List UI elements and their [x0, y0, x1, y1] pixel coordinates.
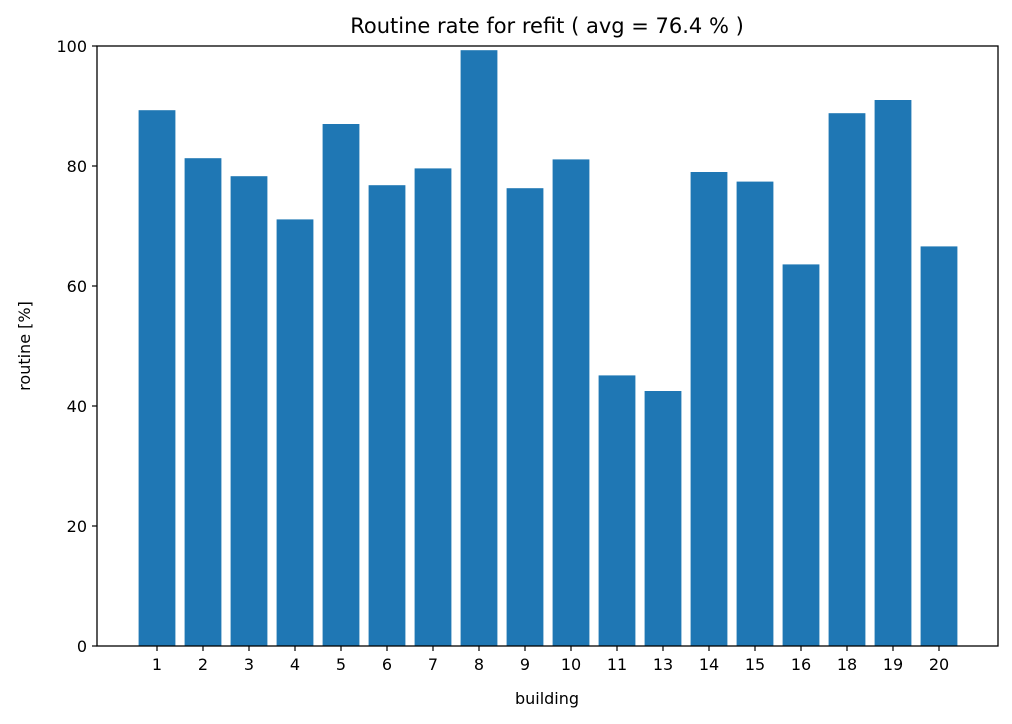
x-tick-label: 15: [745, 655, 765, 674]
x-tick-label: 13: [653, 655, 673, 674]
x-tick-label: 5: [336, 655, 346, 674]
bar-building-1: [138, 110, 176, 646]
x-tick-label: 4: [290, 655, 300, 674]
bar-building-11: [598, 375, 636, 646]
x-tick-label: 11: [607, 655, 627, 674]
y-axis-label: routine [%]: [15, 301, 34, 391]
bar-building-18: [828, 113, 866, 646]
x-tick-label: 2: [198, 655, 208, 674]
x-axis-label: building: [515, 689, 579, 708]
x-tick-label: 10: [561, 655, 581, 674]
y-axis-ticks: 0 20 40 60 80 100: [56, 37, 97, 656]
bars-group: [138, 50, 958, 646]
x-tick-label: 19: [883, 655, 903, 674]
bar-building-10: [552, 159, 590, 646]
x-tick-label: 1: [152, 655, 162, 674]
bar-building-6: [368, 185, 406, 646]
x-tick-label: 7: [428, 655, 438, 674]
y-tick-label: 40: [67, 397, 87, 416]
bar-building-3: [230, 176, 268, 646]
bar-building-2: [184, 158, 222, 646]
y-tick-label: 0: [77, 637, 87, 656]
bar-building-16: [782, 264, 820, 646]
y-tick-label: 20: [67, 517, 87, 536]
x-tick-label: 14: [699, 655, 719, 674]
bar-building-9: [506, 188, 544, 646]
bar-building-19: [874, 100, 912, 646]
y-tick-label: 60: [67, 277, 87, 296]
bar-building-8: [460, 50, 498, 646]
chart-title: Routine rate for refit ( avg = 76.4 % ): [350, 14, 744, 38]
bar-building-7: [414, 168, 452, 646]
x-tick-label: 3: [244, 655, 254, 674]
x-tick-label: 20: [929, 655, 949, 674]
x-axis-ticks: 1 2 3 4 5 6 7 8 9 10 11 13 14 15 16 18 19 20: [152, 646, 949, 674]
bar-building-13: [644, 391, 682, 646]
bar-building-4: [276, 219, 314, 646]
x-tick-label: 16: [791, 655, 811, 674]
x-tick-label: 18: [837, 655, 857, 674]
x-tick-label: 8: [474, 655, 484, 674]
y-tick-label: 100: [56, 37, 87, 56]
bar-building-20: [920, 246, 958, 646]
bar-building-15: [736, 181, 774, 646]
plot-frame: [96, 45, 999, 647]
x-tick-label: 6: [382, 655, 392, 674]
bar-building-5: [322, 124, 360, 646]
x-tick-label: 9: [520, 655, 530, 674]
bar-building-14: [690, 172, 728, 646]
y-tick-label: 80: [67, 157, 87, 176]
